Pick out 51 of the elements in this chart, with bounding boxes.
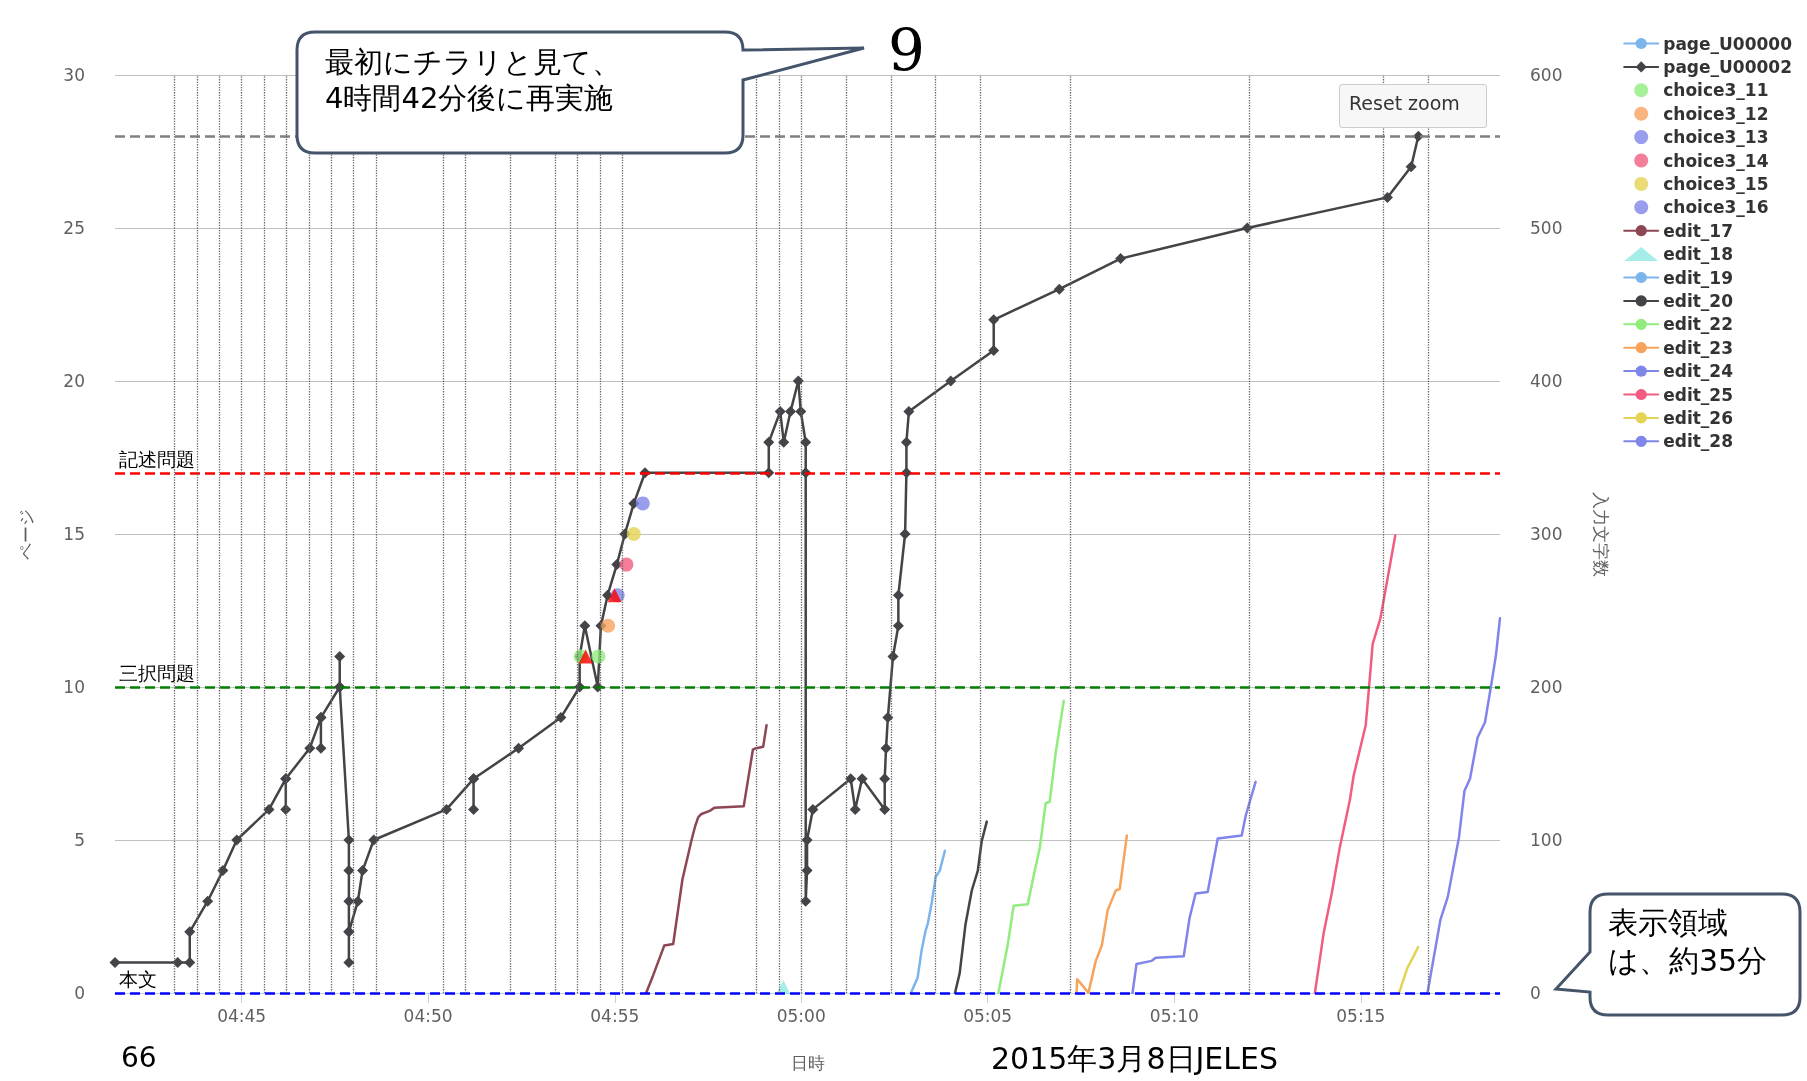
legend-label: edit_25 <box>1663 384 1734 405</box>
y2-tick-label: 100 <box>1530 830 1563 850</box>
legend-label: edit_19 <box>1663 267 1734 288</box>
legend-label: edit_26 <box>1663 407 1734 428</box>
legend-label: page_U00000 <box>1663 33 1793 54</box>
legend-label: edit_24 <box>1663 361 1734 382</box>
x-tick-label: 05:05 <box>963 1005 1013 1026</box>
x-tick-label: 04:50 <box>403 1005 453 1026</box>
annotation: 9 <box>888 15 925 86</box>
x-tick-label: 05:10 <box>1149 1005 1199 1026</box>
ref-line-label: 三択問題 <box>119 663 195 684</box>
legend-label: choice3_11 <box>1663 80 1769 101</box>
y-tick-label: 0 <box>74 983 85 1003</box>
y2-tick-label: 300 <box>1530 524 1563 544</box>
legend-label: edit_28 <box>1663 431 1734 452</box>
legend-label: edit_18 <box>1663 244 1734 265</box>
x-tick-label: 05:00 <box>776 1005 826 1026</box>
y2-tick-label: 500 <box>1530 218 1563 238</box>
x-tick-label: 04:55 <box>590 1005 640 1026</box>
y-tick-label: 10 <box>63 677 85 697</box>
y2-tick-label: 400 <box>1530 371 1563 391</box>
legend-label: choice3_15 <box>1663 173 1769 194</box>
legend-label: page_U00002 <box>1663 56 1793 77</box>
text: 2015年3月8日JELES <box>991 1040 1279 1078</box>
x-tick-label: 04:45 <box>217 1005 267 1026</box>
legend-label: choice3_14 <box>1663 150 1769 171</box>
legend-label: edit_17 <box>1663 220 1734 241</box>
y2-tick-label: 600 <box>1530 65 1563 85</box>
annotation: 最初にチラリと見て、4時間42分後に再実施 <box>325 44 621 117</box>
y2-axis-title: 入力文字数 <box>1591 491 1610 577</box>
legend-label: choice3_12 <box>1663 103 1769 124</box>
y2-tick-label: 200 <box>1530 677 1563 697</box>
legend-label: choice3_16 <box>1663 197 1769 218</box>
y-tick-label: 25 <box>63 218 85 238</box>
ref-line-label: 記述問題 <box>119 448 195 470</box>
y2-tick-label: 0 <box>1530 983 1541 1003</box>
y-tick-label: 15 <box>63 524 85 544</box>
annotation: Reset zoom <box>1349 92 1460 116</box>
y-tick-label: 5 <box>74 830 85 850</box>
y-axis-title: ページ <box>17 508 36 560</box>
ref-line-label: 本文 <box>119 969 157 990</box>
legend-label: edit_23 <box>1663 337 1734 358</box>
y-tick-label: 20 <box>63 371 85 391</box>
x-axis-title: 日時 <box>790 1054 825 1073</box>
legend-label: edit_22 <box>1663 314 1734 335</box>
legend-label: edit_20 <box>1663 290 1734 311</box>
x-tick-label: 05:15 <box>1336 1005 1386 1026</box>
text: 表示領域は、約35分 <box>1608 904 1768 979</box>
y-tick-label: 30 <box>63 65 85 85</box>
legend-label: choice3_13 <box>1663 127 1769 148</box>
text: 66 <box>121 1040 157 1075</box>
